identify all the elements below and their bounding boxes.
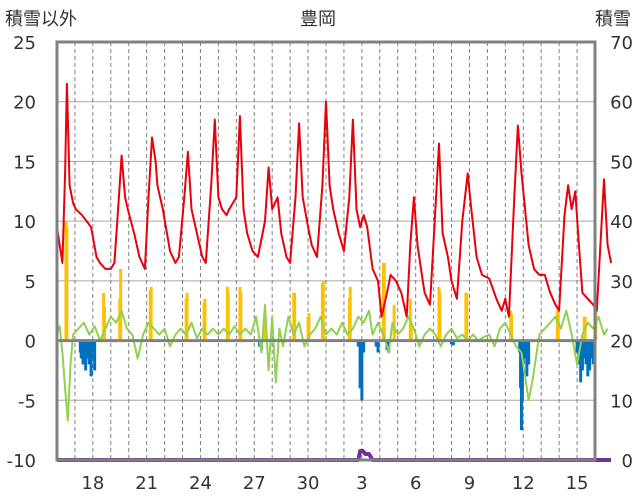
sunshine-bar <box>226 292 230 341</box>
right-tick-label: 40 <box>610 212 633 233</box>
precipitation-bar <box>525 340 529 377</box>
x-tick-label: 9 <box>464 473 475 494</box>
x-tick-label: 12 <box>512 473 535 494</box>
left-tick-label: 0 <box>25 332 36 353</box>
left-tick-label: -5 <box>18 391 36 412</box>
left-tick-label: 15 <box>13 152 36 173</box>
sunshine-bar <box>348 286 352 341</box>
right-tick-label: 70 <box>610 33 633 54</box>
left-tick-labels: 25 20 15 10 5 0 -5 -10 <box>7 33 36 472</box>
left-tick-label: 10 <box>13 212 36 233</box>
sunshine-bar <box>263 310 267 341</box>
x-tick-label: 21 <box>135 473 158 494</box>
sunshine-bar <box>239 292 243 341</box>
precipitation-bar <box>362 340 366 353</box>
left-tick-label: 20 <box>13 93 36 114</box>
right-axis-title: 積雪 <box>595 9 631 30</box>
right-tick-label: 20 <box>610 332 633 353</box>
x-tick-label: 18 <box>81 473 104 494</box>
precipitation-bar <box>520 340 524 401</box>
precipitation-bar <box>582 340 586 359</box>
sunshine-bar <box>203 298 207 341</box>
precipitation-bar <box>521 340 525 365</box>
precipitation-bar <box>527 340 531 365</box>
right-tick-label: 60 <box>610 93 633 114</box>
precipitation-bar <box>79 340 83 359</box>
precipitation-bar <box>374 340 378 347</box>
precipitation-bar <box>451 340 455 346</box>
precipitation-bar <box>579 340 583 383</box>
sunshine-bar <box>103 307 107 341</box>
right-tick-label: 30 <box>610 272 633 293</box>
precipitation-bar <box>87 340 91 365</box>
sunshine-bar <box>321 280 325 341</box>
precipitation-bar <box>523 340 527 359</box>
precipitation-bar <box>575 340 579 353</box>
temperature-line <box>56 82 613 318</box>
chart-title: 豊岡 <box>300 9 336 30</box>
precipitation-bar <box>450 340 454 345</box>
precipitation-bar <box>82 340 86 353</box>
x-tick-label: 24 <box>189 473 212 494</box>
left-tick-label: 5 <box>25 272 36 293</box>
precipitation-bar <box>356 340 360 347</box>
precipitation-bar <box>85 340 89 359</box>
sunshine-bar <box>293 292 297 341</box>
precipitation-bar <box>89 340 93 377</box>
bar-layer <box>64 221 598 431</box>
sunshine-bar <box>307 313 311 341</box>
precipitation-bar <box>588 340 592 371</box>
precipitation-bar <box>584 340 588 365</box>
precipitation-bar <box>91 340 95 359</box>
plot-frame <box>55 40 597 462</box>
precipitation-bar <box>580 340 584 371</box>
right-tick-label: 50 <box>610 152 633 173</box>
x-tick-label: 6 <box>410 473 421 494</box>
x-tick-label: 3 <box>356 473 367 494</box>
sunshine-bar <box>465 292 469 341</box>
x-tick-label: 30 <box>297 473 320 494</box>
sunshine-bar <box>392 304 396 341</box>
precipitation-bar <box>84 340 88 371</box>
left-tick-label: 25 <box>13 33 36 54</box>
sunshine-bar <box>510 314 514 341</box>
line-layer <box>56 82 613 462</box>
sunshine-bar <box>185 292 189 341</box>
precipitation-bar <box>358 340 362 389</box>
sunshine-bar <box>149 286 153 341</box>
left-axis-title: 積雪以外 <box>5 9 77 30</box>
x-tick-label: 15 <box>566 473 589 494</box>
precipitation-bar <box>93 340 97 371</box>
precipitation-bar <box>376 340 380 353</box>
sunshine-bar <box>438 292 442 341</box>
precipitation-bar <box>589 340 593 359</box>
sunshine-bar <box>65 227 69 341</box>
precipitation-bar <box>360 340 364 401</box>
right-tick-label: 0 <box>622 451 633 472</box>
sunshine-bar <box>119 268 123 341</box>
left-tick-label: -10 <box>7 451 36 472</box>
x-tick-labels: 18 21 24 27 30 3 6 9 12 15 <box>81 473 588 494</box>
x-tick-label: 27 <box>243 473 266 494</box>
sunshine-bar <box>409 322 413 341</box>
precipitation-bar <box>586 340 590 377</box>
precipitation-bar <box>591 340 595 365</box>
sunshine-bar <box>556 310 560 341</box>
wind-line <box>56 303 609 422</box>
right-tick-label: 10 <box>610 391 633 412</box>
right-tick-labels: 70 60 50 40 30 20 10 0 <box>610 33 633 472</box>
